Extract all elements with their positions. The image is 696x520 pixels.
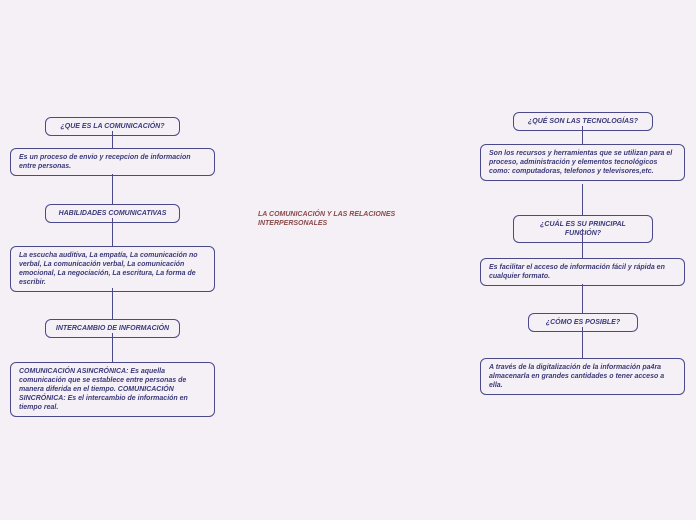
right-content-1: Son los recursos y herramientas que se u… xyxy=(480,144,685,181)
connector xyxy=(112,218,113,246)
connector xyxy=(112,333,113,362)
right-header-2: ¿CUÁL ES SU PRINCIPAL FUNCIÓN? xyxy=(513,215,653,243)
connector xyxy=(582,284,583,313)
diagram-container: LA COMUNICACIÓN Y LAS RELACIONES INTERPE… xyxy=(0,0,696,520)
left-content-2: La escucha auditiva, La empatía, La comu… xyxy=(10,246,215,292)
connector xyxy=(582,229,583,258)
connector xyxy=(112,288,113,319)
connector xyxy=(582,327,583,358)
right-content-2: Es facilitar el acceso de información fá… xyxy=(480,258,685,286)
connector xyxy=(582,126,583,144)
right-header-3: ¿CÓMO ES POSIBLE? xyxy=(528,313,638,332)
right-content-3: A través de la digitalización de la info… xyxy=(480,358,685,395)
left-content-3: COMUNICACIÓN ASINCRÓNICA: Es aquella com… xyxy=(10,362,215,417)
connector xyxy=(582,184,583,215)
connector xyxy=(112,174,113,204)
connector xyxy=(112,131,113,148)
center-title: LA COMUNICACIÓN Y LAS RELACIONES INTERPE… xyxy=(258,210,408,228)
left-content-1: Es un proceso de envio y recepcion de in… xyxy=(10,148,215,176)
right-header-1: ¿QUÉ SON LAS TECNOLOGÍAS? xyxy=(513,112,653,131)
